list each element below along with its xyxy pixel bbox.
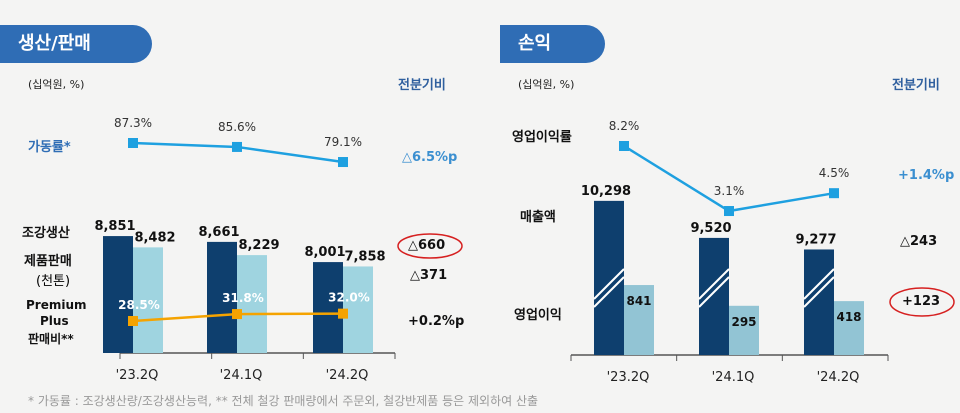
line-marker — [232, 309, 242, 320]
line-label: 31.8% — [222, 291, 264, 305]
axis-break — [593, 268, 625, 300]
x-tick-label: '23.2Q — [116, 368, 159, 383]
highlight-circle — [397, 233, 463, 259]
compare-header-right: 전분기비 — [892, 78, 940, 93]
axis-break — [593, 276, 625, 308]
bar-label: 418 — [836, 310, 861, 324]
bar-secondary — [729, 305, 759, 355]
row-label-op: 영업이익 — [514, 308, 562, 323]
bar-primary — [103, 236, 133, 353]
line-marker — [338, 157, 348, 168]
bar-label: 841 — [626, 294, 651, 308]
row-label-util: 가동률* — [28, 140, 71, 155]
bar-primary — [594, 200, 624, 355]
line-marker — [128, 138, 138, 148]
line-marker — [338, 308, 348, 319]
footnote: * 가동률 : 조강생산량/조강생산능력, ** 전체 철강 판매량에서 주문외… — [28, 394, 539, 408]
bar-primary — [699, 237, 729, 355]
line-label: 3.1% — [714, 184, 745, 198]
bar-secondary — [237, 255, 267, 353]
line-marker — [619, 141, 629, 151]
bar-label: 295 — [731, 315, 756, 329]
bar-label: 8,001 — [304, 245, 345, 260]
x-tick-label: '24.2Q — [326, 368, 369, 383]
bar-label: 8,482 — [134, 230, 175, 245]
line-label: 4.5% — [819, 166, 850, 180]
bar-primary — [313, 262, 343, 353]
row-label-pp2: Plus — [40, 314, 69, 328]
compare-header: 전분기비 — [398, 78, 446, 93]
change-sales: △371 — [410, 268, 448, 283]
x-tick-label: '24.2Q — [817, 370, 860, 385]
axis-break — [698, 268, 730, 300]
bar-label: 9,520 — [690, 221, 731, 236]
unit-label: (십억원, %) — [28, 78, 85, 91]
line-marker — [829, 188, 839, 199]
row-label-crude: 조강생산 — [22, 226, 70, 241]
row-label-revenue: 매출액 — [520, 210, 556, 225]
line-marker — [128, 316, 138, 326]
bar-label: 9,277 — [795, 232, 836, 247]
line-label: 28.5% — [118, 298, 160, 312]
section-title-pl: 손익 — [500, 25, 605, 63]
bar-label: 8,851 — [94, 219, 135, 234]
line-marker — [724, 206, 734, 217]
x-tick-label: '24.1Q — [220, 368, 263, 383]
line-marker — [232, 141, 242, 152]
change-op: +123 — [902, 294, 941, 309]
row-label-pp1: Premium — [26, 298, 87, 312]
section-title-production: 생산/판매 — [0, 25, 152, 63]
bar-label: 7,858 — [344, 249, 385, 264]
x-tick-label: '23.2Q — [607, 370, 650, 385]
line-label: 87.3% — [114, 116, 152, 130]
bar-secondary — [624, 285, 654, 355]
line-label: 8.2% — [609, 119, 640, 133]
change-opm: +1.4%p — [898, 168, 955, 183]
axis-break — [698, 276, 730, 308]
bar-primary — [207, 241, 237, 353]
line-label: 85.6% — [218, 120, 256, 134]
bar-label: 8,229 — [238, 238, 279, 253]
change-revenue: △243 — [900, 234, 938, 249]
line-label: 32.0% — [328, 291, 370, 305]
axis-break — [803, 268, 835, 300]
x-tick-label: '24.1Q — [712, 370, 755, 385]
bar-secondary — [133, 247, 163, 353]
bar-label: 8,661 — [198, 225, 239, 240]
row-label-pp3: 판매비** — [28, 332, 74, 346]
line-series — [623, 144, 835, 213]
unit-label-right: (십억원, %) — [518, 78, 575, 91]
axis-break — [803, 276, 835, 308]
change-pp: +0.2%p — [408, 314, 465, 329]
row-label-sales-unit: (천톤) — [36, 274, 71, 289]
row-label-opm: 영업이익률 — [512, 130, 572, 145]
change-crude: △660 — [408, 238, 446, 253]
bar-secondary — [834, 301, 864, 355]
highlight-circle — [889, 287, 955, 317]
bar-label: 10,298 — [581, 184, 631, 199]
row-label-sales: 제품판매 — [24, 254, 72, 269]
change-util: △6.5%p — [402, 150, 458, 165]
line-label: 79.1% — [324, 135, 362, 149]
